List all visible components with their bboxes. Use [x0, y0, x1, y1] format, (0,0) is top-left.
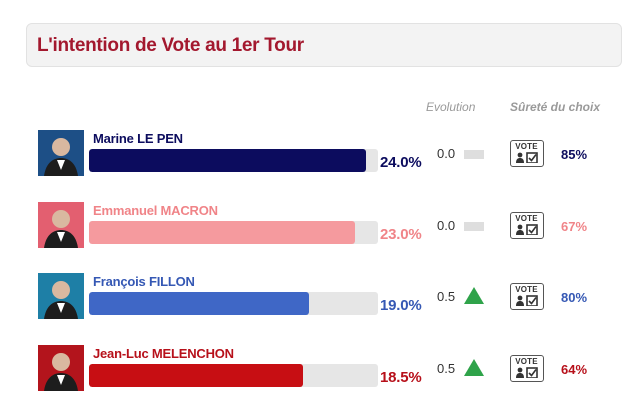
trend-flat-icon [464, 222, 484, 231]
candidate-photo [38, 202, 84, 248]
bar-track [89, 149, 378, 172]
vote-label: VOTE [515, 214, 538, 223]
trend-flat-icon [464, 150, 484, 159]
evolution-value: 0.0 [437, 146, 456, 161]
candidate-row: Emmanuel MACRON 23.0% 0.0 VOTE 67% [0, 198, 640, 258]
candidate-name: Emmanuel MACRON [93, 203, 218, 218]
surete-value: 67% [561, 219, 588, 234]
bar-fill [89, 221, 355, 244]
voter-check-icon [516, 295, 538, 306]
bar-value-label: 18.5% [380, 369, 422, 386]
candidate-row: Jean-Luc MELENCHON 18.5% 0.5 VOTE 64% [0, 341, 640, 401]
candidate-name: François FILLON [93, 274, 195, 289]
voter-check-icon [516, 152, 538, 163]
voter-check-icon [516, 224, 538, 235]
candidate-photo [38, 130, 84, 176]
surete-value: 85% [561, 147, 588, 162]
evolution-value: 0.5 [437, 289, 456, 304]
evolution-value: 0.0 [437, 218, 456, 233]
candidate-name: Marine LE PEN [93, 131, 183, 146]
surete-value: 80% [561, 290, 588, 305]
vote-label: VOTE [515, 142, 538, 151]
ballot-box-icon: VOTE [510, 283, 544, 310]
candidate-photo [38, 345, 84, 391]
vote-label: VOTE [515, 357, 538, 366]
header-evolution: Evolution [426, 100, 476, 114]
candidate-row: François FILLON 19.0% 0.5 VOTE 80% [0, 269, 640, 329]
bar-track [89, 364, 378, 387]
bar-fill [89, 292, 309, 315]
bar-value-label: 19.0% [380, 297, 422, 314]
header-surete: Sûreté du choix [510, 100, 601, 114]
page-title: L'intention de Vote au 1er Tour [37, 35, 304, 56]
bar-fill [89, 364, 303, 387]
voter-check-icon [516, 367, 538, 378]
candidate-name: Jean-Luc MELENCHON [93, 346, 234, 361]
bar-value-label: 23.0% [380, 226, 422, 243]
vote-label: VOTE [515, 285, 538, 294]
ballot-box-icon: VOTE [510, 140, 544, 167]
bar-track [89, 221, 378, 244]
candidate-photo [38, 273, 84, 319]
trend-up-icon [464, 287, 484, 304]
ballot-box-icon: VOTE [510, 212, 544, 239]
trend-up-icon [464, 359, 484, 376]
title-box: L'intention de Vote au 1er Tour [26, 23, 622, 67]
bar-fill [89, 149, 366, 172]
ballot-box-icon: VOTE [510, 355, 544, 382]
bar-track [89, 292, 378, 315]
evolution-value: 0.5 [437, 361, 456, 376]
surete-value: 64% [561, 362, 588, 377]
candidate-row: Marine LE PEN 24.0% 0.0 VOTE 85% [0, 126, 640, 186]
bar-value-label: 24.0% [380, 154, 422, 171]
